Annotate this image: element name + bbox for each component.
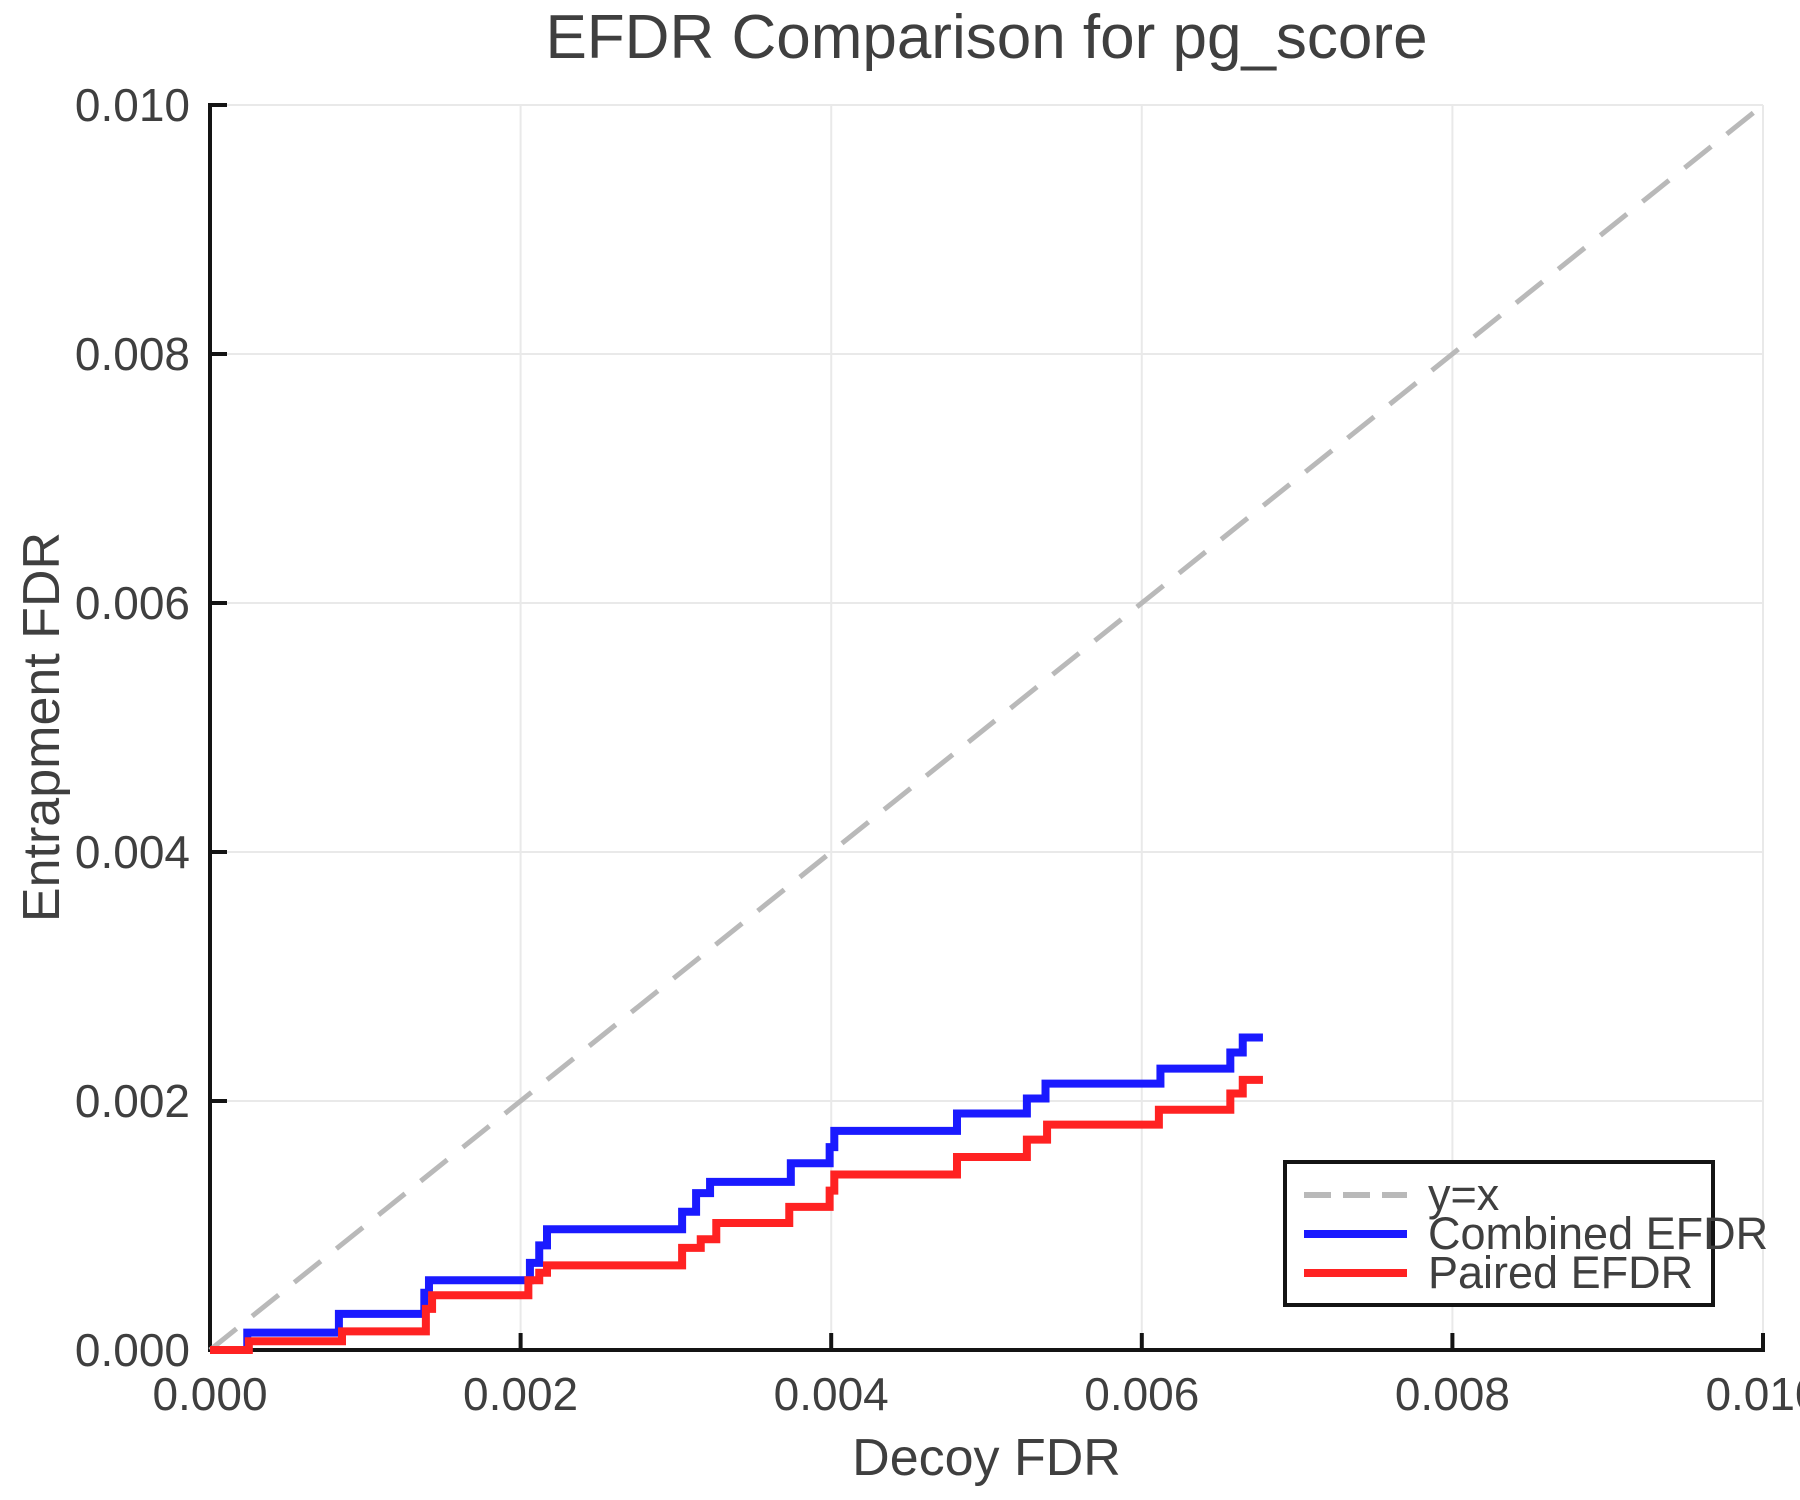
chart-title: EFDR Comparison for pg_score [545, 3, 1428, 72]
paired-efdr-swatch [1304, 1268, 1407, 1277]
legend-row-paired: Paired EFDR [1304, 1247, 1711, 1298]
y-tick-label: 0.004 [75, 826, 190, 878]
legend-label-combined: Combined EFDR [1428, 1208, 1769, 1259]
combined-efdr-line [210, 1033, 1263, 1354]
x-tick-label: 0.002 [463, 1368, 578, 1420]
legend-row-combined: Combined EFDR [1304, 1211, 1768, 1256]
x-tick-label: 0.000 [152, 1368, 267, 1420]
legend: y=x Combined EFDR Paired EFDR [1283, 1160, 1768, 1307]
y-axis-label: Entrapment FDR [13, 531, 71, 923]
identity-line-swatch [1304, 1191, 1407, 1198]
y-tick-label: 0.010 [75, 79, 190, 131]
y-tick-label: 0.008 [75, 328, 190, 380]
legend-row-identity: y=x [1304, 1169, 1711, 1220]
legend-label-paired: Paired EFDR [1428, 1247, 1694, 1298]
x-tick-label: 0.004 [774, 1368, 889, 1420]
x-tick-label: 0.008 [1395, 1368, 1510, 1420]
paired-efdr-line [210, 1075, 1263, 1354]
x-tick-label: 0.010 [1705, 1368, 1800, 1420]
combined-efdr-swatch [1304, 1229, 1407, 1238]
y-tick-label: 0.006 [75, 577, 190, 629]
x-axis-label: Decoy FDR [852, 1429, 1121, 1487]
identity-line [208, 103, 1765, 1352]
x-tick-label: 0.006 [1084, 1368, 1199, 1420]
legend-label-identity: y=x [1428, 1169, 1500, 1220]
y-tick-label: 0.000 [75, 1324, 190, 1376]
y-tick-label: 0.002 [75, 1075, 190, 1127]
